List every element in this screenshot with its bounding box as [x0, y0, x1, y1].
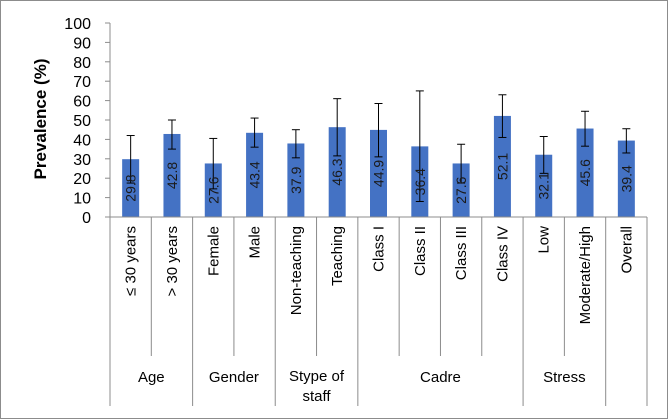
- data-label: 44.9: [371, 160, 387, 187]
- y-tick-label: 40: [73, 132, 91, 149]
- y-axis-title: Prevalence (%): [31, 59, 50, 180]
- group-label: Age: [138, 369, 165, 386]
- bar: [287, 143, 305, 217]
- data-label: 46.3: [329, 158, 345, 185]
- data-label: 32.1: [536, 172, 552, 199]
- y-tick-label: 70: [73, 74, 91, 91]
- data-label: 45.6: [577, 159, 593, 186]
- category-label: Teaching: [329, 226, 346, 286]
- y-tick-label: 60: [73, 94, 91, 111]
- category-label: Class III: [453, 226, 470, 280]
- bars: [122, 115, 635, 217]
- bar: [246, 132, 264, 217]
- bar: [122, 159, 140, 217]
- bar: [535, 154, 553, 217]
- y-tick-label: 20: [73, 171, 91, 188]
- group-label: Stype of: [289, 368, 345, 385]
- category-labels: ≤ 30 years > 30 years Female Male Non-teachi…: [123, 226, 636, 325]
- bar: [576, 128, 594, 217]
- category-label: ≤ 30 years: [123, 226, 140, 296]
- y-tick-label: 50: [73, 113, 91, 130]
- bar: [328, 127, 346, 217]
- category-label: Overall: [618, 226, 635, 274]
- y-tick-label: 10: [73, 191, 91, 208]
- group-labels: Age Gender Stype of staff Cadre Stress: [138, 368, 586, 405]
- y-axis-ticks: 0 10 20 30 40 50 60 70 80 90 100: [64, 16, 91, 227]
- y-tick-label: 30: [73, 152, 91, 169]
- data-label: 52.1: [494, 153, 510, 180]
- category-label: Female: [205, 226, 222, 276]
- bar: [452, 163, 470, 217]
- axes: [105, 22, 648, 406]
- bar: [493, 115, 511, 217]
- category-label: Class II: [412, 226, 429, 276]
- y-tick-label: 0: [82, 210, 91, 227]
- data-label: 39.4: [618, 165, 634, 192]
- group-label: staff: [302, 388, 331, 405]
- group-label: Gender: [209, 369, 259, 386]
- data-label: 43.4: [247, 161, 263, 188]
- data-label: 42.8: [164, 162, 180, 189]
- category-label: Moderate/High: [577, 226, 594, 324]
- y-tick-label: 80: [73, 55, 91, 72]
- bar: [617, 140, 635, 217]
- category-label: Class I: [371, 226, 388, 272]
- data-label: 37.9: [288, 166, 304, 193]
- bar: [204, 163, 222, 217]
- data-label: 27.6: [453, 176, 469, 203]
- data-label: 27.6: [205, 176, 221, 203]
- category-label: Non-teaching: [288, 226, 305, 315]
- bar: [163, 133, 181, 217]
- y-tick-label: 90: [73, 35, 91, 52]
- category-label: > 30 years: [164, 226, 181, 296]
- y-tick-label: 100: [64, 16, 91, 33]
- category-label: Male: [247, 226, 264, 259]
- group-label: Stress: [543, 369, 586, 386]
- group-label: Cadre: [420, 369, 461, 386]
- data-label: 36.4: [412, 168, 428, 195]
- data-label: 29.8: [123, 174, 139, 201]
- data-labels: 29.8 42.8 27.6 43.4 37.9 46.3 44.9 36.4 27.6 52.1…: [123, 153, 635, 204]
- bar: [370, 129, 387, 217]
- category-label: Low: [536, 226, 553, 254]
- category-label: Class IV: [494, 226, 511, 282]
- error-bars: [126, 90, 631, 202]
